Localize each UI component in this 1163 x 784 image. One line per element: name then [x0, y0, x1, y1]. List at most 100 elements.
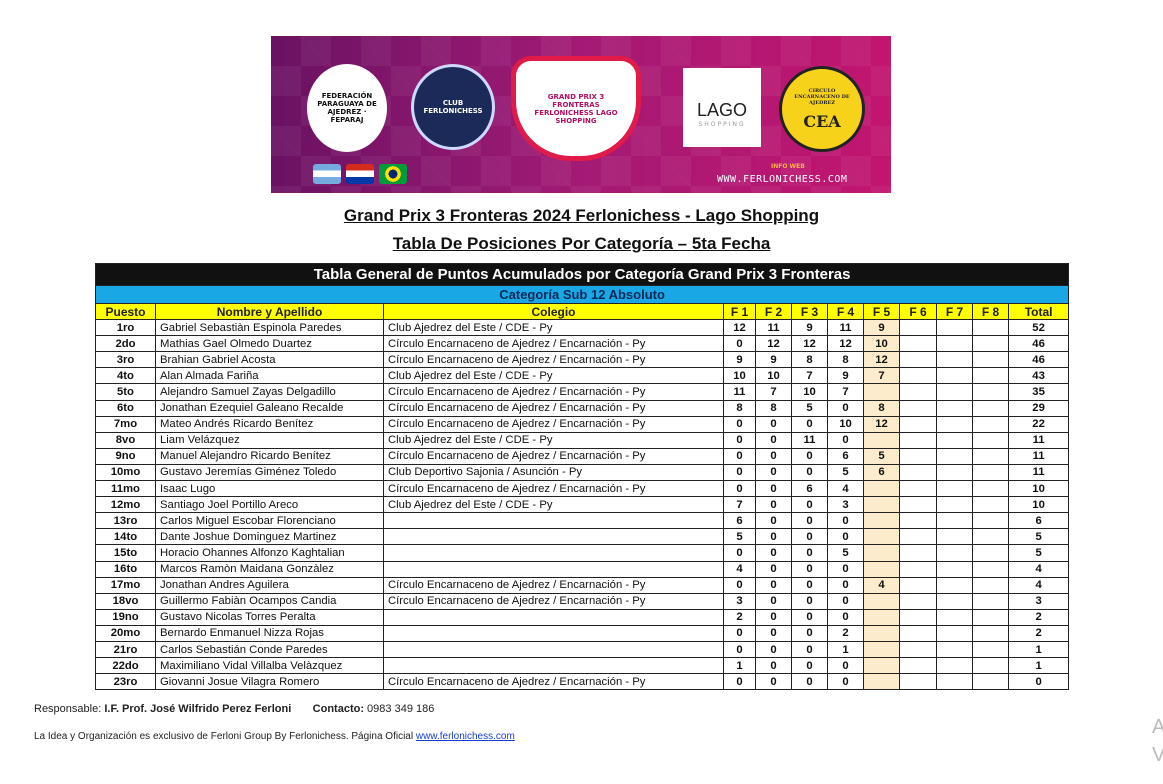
feparaj-logo: FEDERACIÓN PARAGUAYA DE AJEDREZ · FEPARA… — [307, 64, 387, 152]
player-name-cell: Alejandro Samuel Zayas Delgadillo — [155, 383, 384, 401]
f2-cell: 0 — [755, 560, 792, 578]
rank-cell: 22do — [95, 657, 156, 675]
f2-cell: 0 — [755, 480, 792, 498]
club-cell — [383, 640, 724, 659]
f5-cell: 6 — [863, 463, 900, 482]
player-name-cell: Alan Almada Fariña — [155, 367, 384, 385]
table-row: 23ro Giovanni Josue Vilagra Romero Círculo… — [95, 673, 1070, 691]
total-cell: 52 — [1007, 319, 1070, 337]
f6-cell — [899, 367, 937, 385]
table-row: 7mo Mateo Andrés Ricardo Benítez Círculo E… — [95, 415, 1070, 433]
club-cell: Club Ajedrez del Este / CDE - Py — [383, 496, 724, 514]
argentina-flag-icon — [313, 164, 341, 184]
f1-cell: 0 — [723, 544, 756, 562]
rank-cell: 16to — [95, 560, 156, 578]
f4-cell: 0 — [827, 673, 864, 691]
club-ferlonichess-logo: CLUB FERLONICHESS — [411, 64, 495, 150]
document-subtitle: Tabla De Posiciones Por Categoría – 5ta … — [392, 234, 771, 253]
f2-cell: 0 — [755, 544, 792, 562]
f2-cell: 0 — [755, 608, 792, 626]
table-row: 6to Jonathan Ezequiel Galeano Recalde Círc… — [95, 399, 1070, 417]
club-cell: Círculo Encarnaceno de Ajedrez / Encarna… — [383, 415, 724, 433]
f2-cell: 12 — [755, 335, 792, 353]
f6-cell — [899, 640, 937, 659]
club-cell: Círculo Encarnaceno de Ajedrez / Encarna… — [383, 480, 724, 498]
f1-cell: 2 — [723, 608, 756, 626]
f3-cell: 11 — [791, 431, 828, 449]
table-title: Tabla General de Puntos Acumulados por C… — [94, 263, 1070, 286]
club-cell: Club Deportivo Sajonia / Asunción - Py — [383, 463, 724, 482]
club-cell: Club Ajedrez del Este / CDE - Py — [383, 319, 724, 337]
f7-cell — [936, 415, 973, 433]
f2-cell: 0 — [755, 592, 792, 610]
f7-cell — [936, 383, 973, 401]
player-name-cell: Jonathan Ezequiel Galeano Recalde — [155, 399, 384, 417]
official-site-link[interactable]: www.ferlonichess.com — [415, 731, 515, 742]
f7-cell — [936, 512, 973, 530]
standings-table: Tabla General de Puntos Acumulados por C… — [94, 263, 1070, 691]
f6-cell — [899, 608, 937, 626]
club-cell: Círculo Encarnaceno de Ajedrez / Encarna… — [383, 383, 724, 401]
f6-cell — [899, 544, 937, 562]
f4-cell: 0 — [827, 657, 864, 675]
table-row: 11mo Isaac Lugo Círculo Encarnaceno de Aje… — [95, 480, 1070, 498]
f3-cell: 0 — [791, 576, 828, 594]
f1-cell: 8 — [723, 399, 756, 417]
cea-logo-text: CEA — [803, 111, 841, 131]
f8-cell — [972, 657, 1009, 675]
f5-cell — [863, 528, 900, 546]
f7-cell — [936, 673, 973, 691]
f1-cell: 0 — [723, 431, 756, 449]
f3-cell: 12 — [791, 335, 828, 353]
table-row: 9no Manuel Alejandro Ricardo Benítez Círcu… — [95, 447, 1070, 465]
f6-cell — [899, 560, 937, 578]
club-cell: Círculo Encarnaceno de Ajedrez / Encarna… — [383, 576, 724, 594]
f6-cell — [899, 463, 937, 482]
player-name-cell: Guillermo Fabiàn Ocampos Candia — [155, 592, 384, 610]
f8-cell — [972, 367, 1009, 385]
club-cell: Círculo Encarnaceno de Ajedrez / Encarna… — [383, 399, 724, 417]
f8-cell — [972, 560, 1009, 578]
f8-cell — [972, 480, 1009, 498]
table-row: 12mo Santiago Joel Portillo Areco Club Aje… — [95, 496, 1070, 514]
f4-cell: 0 — [827, 592, 864, 610]
f2-cell: 8 — [755, 399, 792, 417]
player-name-cell: Santiago Joel Portillo Areco — [155, 496, 384, 514]
total-cell: 1 — [1007, 640, 1070, 659]
f7-cell — [936, 592, 973, 610]
f4-cell: 1 — [827, 640, 864, 659]
club-cell — [383, 528, 724, 546]
total-cell: 22 — [1007, 415, 1070, 433]
f2-cell: 0 — [755, 624, 792, 642]
f7-cell — [936, 624, 973, 642]
f7-cell — [936, 335, 973, 353]
rank-cell: 10mo — [95, 463, 156, 482]
f2-cell: 0 — [755, 673, 792, 691]
club-cell — [383, 608, 724, 626]
club-cell: Club Ajedrez del Este / CDE - Py — [383, 431, 724, 449]
f5-cell — [863, 657, 900, 675]
f5-cell — [863, 608, 900, 626]
f6-cell — [899, 592, 937, 610]
f6-cell — [899, 319, 937, 337]
cea-logo-ring-text: CIRCULO ENCARNACENO DE AJEDREZ — [794, 87, 850, 106]
f8-cell — [972, 608, 1009, 626]
f6-cell — [899, 447, 937, 465]
column-header: F 3 — [791, 302, 828, 321]
total-cell: 3 — [1007, 592, 1070, 610]
f2-cell: 0 — [755, 447, 792, 465]
f5-cell — [863, 560, 900, 578]
f2-cell: 0 — [755, 528, 792, 546]
f6-cell — [899, 383, 937, 401]
total-cell: 29 — [1007, 399, 1070, 417]
f2-cell: 11 — [755, 319, 792, 337]
rank-cell: 5to — [95, 383, 156, 401]
f8-cell — [972, 351, 1009, 369]
table-row: 16to Marcos Ramòn Maidana Gonzàlez 4 0 0 0 4 — [95, 560, 1070, 578]
table-row: 18vo Guillermo Fabiàn Ocampos Candia Círcu… — [95, 592, 1070, 610]
f7-cell — [936, 399, 973, 417]
cea-logo: CIRCULO ENCARNACENO DE AJEDREZ CEA — [779, 66, 865, 152]
rank-cell: 8vo — [95, 431, 156, 449]
f7-cell — [936, 496, 973, 514]
f4-cell: 2 — [827, 624, 864, 642]
